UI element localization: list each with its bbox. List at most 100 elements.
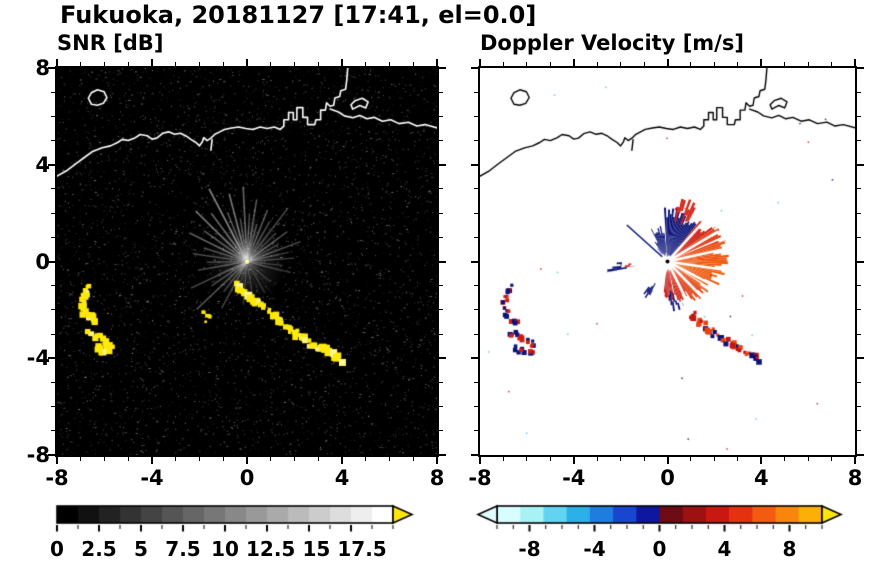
axis-tick bbox=[51, 381, 55, 383]
velocity-heatmap-canvas bbox=[478, 66, 857, 457]
axis-tick bbox=[127, 62, 129, 66]
axis-tick bbox=[857, 115, 861, 117]
y-tick-label: 4 bbox=[35, 152, 50, 177]
axis-tick bbox=[199, 62, 200, 66]
axis-tick bbox=[246, 59, 248, 66]
axis-tick bbox=[474, 188, 478, 190]
x-tick-label: -4 bbox=[140, 466, 164, 490]
axis-tick bbox=[857, 260, 864, 263]
axis-tick bbox=[502, 62, 504, 66]
y-tick-label: 0 bbox=[35, 249, 50, 274]
axis-tick bbox=[620, 457, 622, 461]
axis-tick bbox=[51, 406, 55, 408]
axis-tick bbox=[857, 406, 861, 408]
axis-tick bbox=[807, 457, 809, 461]
axis-tick bbox=[596, 457, 598, 461]
axis-tick bbox=[51, 212, 55, 214]
axis-tick bbox=[48, 260, 55, 263]
axis-tick bbox=[474, 91, 478, 93]
x-tick-label: 0 bbox=[239, 466, 255, 490]
axis-tick bbox=[857, 357, 864, 360]
axis-tick bbox=[502, 457, 504, 461]
axis-tick bbox=[222, 62, 224, 66]
figure-title: Fukuoka, 20181127 [17:41, el=0.0] bbox=[60, 1, 537, 29]
x-tick-label: 8 bbox=[429, 466, 445, 490]
colorbar-tick-label: 4 bbox=[717, 537, 732, 561]
axis-tick bbox=[294, 62, 295, 66]
axis-tick bbox=[474, 236, 478, 238]
axis-tick bbox=[439, 260, 446, 263]
axis-tick bbox=[439, 309, 443, 311]
axis-tick bbox=[51, 188, 55, 190]
axis-tick bbox=[807, 62, 809, 66]
axis-tick bbox=[474, 430, 478, 432]
axis-tick bbox=[474, 406, 478, 408]
velocity-colorbar-labels: -8 -4 0 4 8 bbox=[497, 534, 822, 564]
axis-tick bbox=[51, 430, 55, 432]
axis-tick bbox=[439, 285, 443, 287]
axis-tick bbox=[127, 457, 129, 461]
axis-tick bbox=[56, 457, 58, 464]
axis-tick bbox=[474, 115, 478, 117]
axis-tick bbox=[412, 457, 414, 461]
axis-tick bbox=[831, 457, 833, 461]
axis-tick bbox=[51, 115, 55, 117]
axis-tick bbox=[760, 457, 763, 464]
colorbar-tick-label: 15 bbox=[302, 537, 331, 561]
axis-tick bbox=[104, 457, 105, 461]
axis-tick bbox=[784, 62, 786, 66]
axis-tick bbox=[474, 381, 478, 383]
x-tick-label: 4 bbox=[753, 466, 769, 490]
axis-tick bbox=[857, 188, 861, 190]
axis-tick bbox=[471, 67, 478, 69]
colorbar-tick-label: 0 bbox=[50, 537, 64, 561]
colorbar-tick-label: 17.5 bbox=[337, 537, 387, 561]
axis-tick bbox=[474, 309, 478, 311]
axis-tick bbox=[474, 285, 478, 287]
axis-tick bbox=[341, 457, 343, 464]
axis-tick bbox=[365, 457, 367, 461]
axis-tick bbox=[690, 62, 692, 66]
axis-tick bbox=[151, 457, 153, 464]
axis-tick bbox=[690, 457, 692, 461]
axis-tick bbox=[439, 188, 443, 190]
axis-tick bbox=[270, 62, 272, 66]
axis-tick bbox=[341, 59, 343, 66]
axis-tick bbox=[737, 62, 739, 66]
colorbar-tick-label: 10 bbox=[211, 537, 239, 561]
axis-tick bbox=[439, 140, 443, 142]
axis-tick bbox=[317, 62, 319, 66]
colorbar-tick-label: 8 bbox=[782, 537, 797, 561]
axis-tick bbox=[549, 62, 551, 66]
axis-tick bbox=[48, 454, 55, 456]
x-tick-label: 8 bbox=[847, 466, 863, 490]
axis-tick bbox=[526, 457, 528, 461]
axis-tick bbox=[51, 91, 55, 93]
axis-tick bbox=[620, 62, 622, 66]
axis-tick bbox=[857, 140, 861, 142]
axis-tick bbox=[389, 62, 390, 66]
axis-tick bbox=[294, 457, 295, 461]
x-tick-label: 4 bbox=[334, 466, 350, 490]
axis-tick bbox=[474, 212, 478, 214]
axis-tick bbox=[526, 62, 528, 66]
colorbar-tick-label: -4 bbox=[583, 537, 606, 561]
axis-tick bbox=[199, 457, 200, 461]
axis-tick bbox=[439, 212, 443, 214]
axis-tick bbox=[713, 457, 715, 461]
axis-tick bbox=[51, 309, 55, 311]
axis-tick bbox=[857, 91, 861, 93]
axis-tick bbox=[666, 59, 669, 66]
axis-tick bbox=[784, 457, 786, 461]
axis-tick bbox=[549, 457, 551, 461]
axis-tick bbox=[317, 457, 319, 461]
axis-tick bbox=[857, 381, 861, 383]
axis-tick bbox=[471, 454, 478, 456]
axis-tick bbox=[479, 457, 481, 464]
colorbar-tick-label: -8 bbox=[518, 537, 541, 561]
axis-tick bbox=[666, 457, 669, 464]
axis-tick bbox=[439, 67, 446, 69]
axis-tick bbox=[51, 140, 55, 142]
axis-tick bbox=[643, 62, 645, 66]
